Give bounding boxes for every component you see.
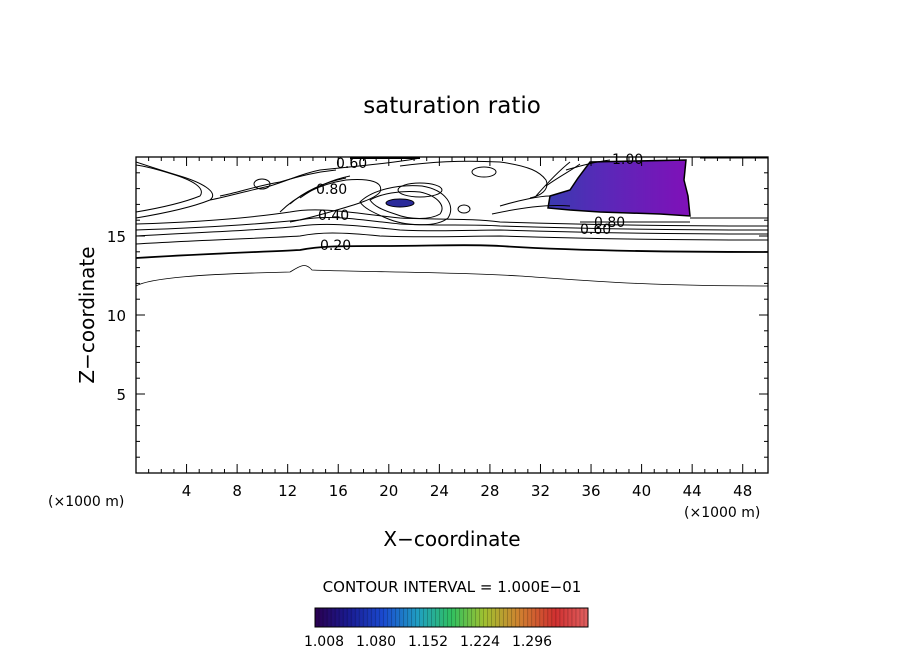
contour-line (289, 177, 347, 205)
contour-line (219, 169, 337, 197)
contour-line (136, 244, 768, 259)
x-unit-label: (×1000 m) (48, 494, 124, 510)
contour-field (136, 157, 768, 287)
contour-label: 0.60 (336, 156, 367, 172)
contour-line (136, 164, 202, 213)
colorbar (314, 607, 589, 628)
contour-line (209, 157, 421, 201)
x-tick-label: 12 (278, 482, 297, 500)
contour-line (136, 161, 213, 219)
x-tick-label: 40 (632, 482, 651, 500)
y-axis: 5 10 15 (107, 156, 768, 474)
contour-line (279, 179, 382, 223)
colorbar-tick-label: 1.224 (460, 634, 500, 650)
y-tick-label: 10 (107, 307, 126, 325)
colorbar-tick-label: 1.152 (408, 634, 448, 650)
contour-line (457, 204, 471, 214)
x-tick-label: 24 (430, 482, 449, 500)
x-tick-label: 20 (379, 482, 398, 500)
x-tick-label: 48 (733, 482, 752, 500)
contour-line (253, 178, 271, 190)
contour-interval-label: CONTOUR INTERVAL = 1.000E−01 (323, 578, 582, 596)
contour-label: 0.80 (594, 215, 625, 231)
contour-line (399, 160, 548, 199)
y-axis-title: Z−coordinate (75, 246, 99, 383)
contour-line (136, 232, 768, 245)
x-tick-label: 16 (329, 482, 348, 500)
chart-title: saturation ratio (363, 93, 541, 119)
contour-label: 0.40 (318, 208, 349, 224)
contour-line (471, 166, 497, 178)
contour-line (535, 161, 571, 197)
x-axis-title: X−coordinate (383, 527, 520, 551)
contour-line (369, 191, 443, 219)
contour-label: 1.00 (612, 152, 643, 168)
x-tick-label: 32 (531, 482, 550, 500)
colorbar-tick-label: 1.008 (304, 634, 344, 650)
colorbar-tick-label: 1.296 (512, 634, 552, 650)
contour-line (299, 175, 351, 199)
contour-line (136, 223, 768, 237)
contour-line (491, 205, 571, 215)
x-axis: 4 8 12 16 20 24 28 32 36 40 44 48 (135, 157, 769, 500)
contour-labels: 0.20 0.40 0.60 0.80 1.00 0.80 0.60 (316, 152, 643, 254)
contour-line (499, 195, 551, 207)
colorbar-stripes (318, 608, 585, 627)
x-tick-label: 8 (232, 482, 242, 500)
supersaturated-region (547, 159, 691, 217)
contour-label: 0.20 (320, 238, 351, 254)
contour-line (545, 163, 581, 187)
contour-label: 0.60 (580, 222, 611, 238)
y-tick-label: 15 (107, 228, 126, 246)
contour-line (397, 182, 443, 198)
x-tick-label: 4 (182, 482, 192, 500)
x-tick-label: 28 (480, 482, 499, 500)
y-unit-label: (×1000 m) (684, 505, 760, 521)
y-tick-label: 5 (116, 386, 126, 404)
dark-core-region (385, 198, 415, 208)
x-tick-label: 44 (683, 482, 702, 500)
contour-line (136, 265, 768, 287)
colorbar-labels: 1.008 1.080 1.152 1.224 1.296 (304, 634, 552, 650)
colorbar-tick-label: 1.080 (356, 634, 396, 650)
contour-line (359, 185, 452, 226)
contour-label: 0.80 (316, 182, 347, 198)
contour-line (565, 159, 611, 171)
x-tick-label: 36 (581, 482, 600, 500)
